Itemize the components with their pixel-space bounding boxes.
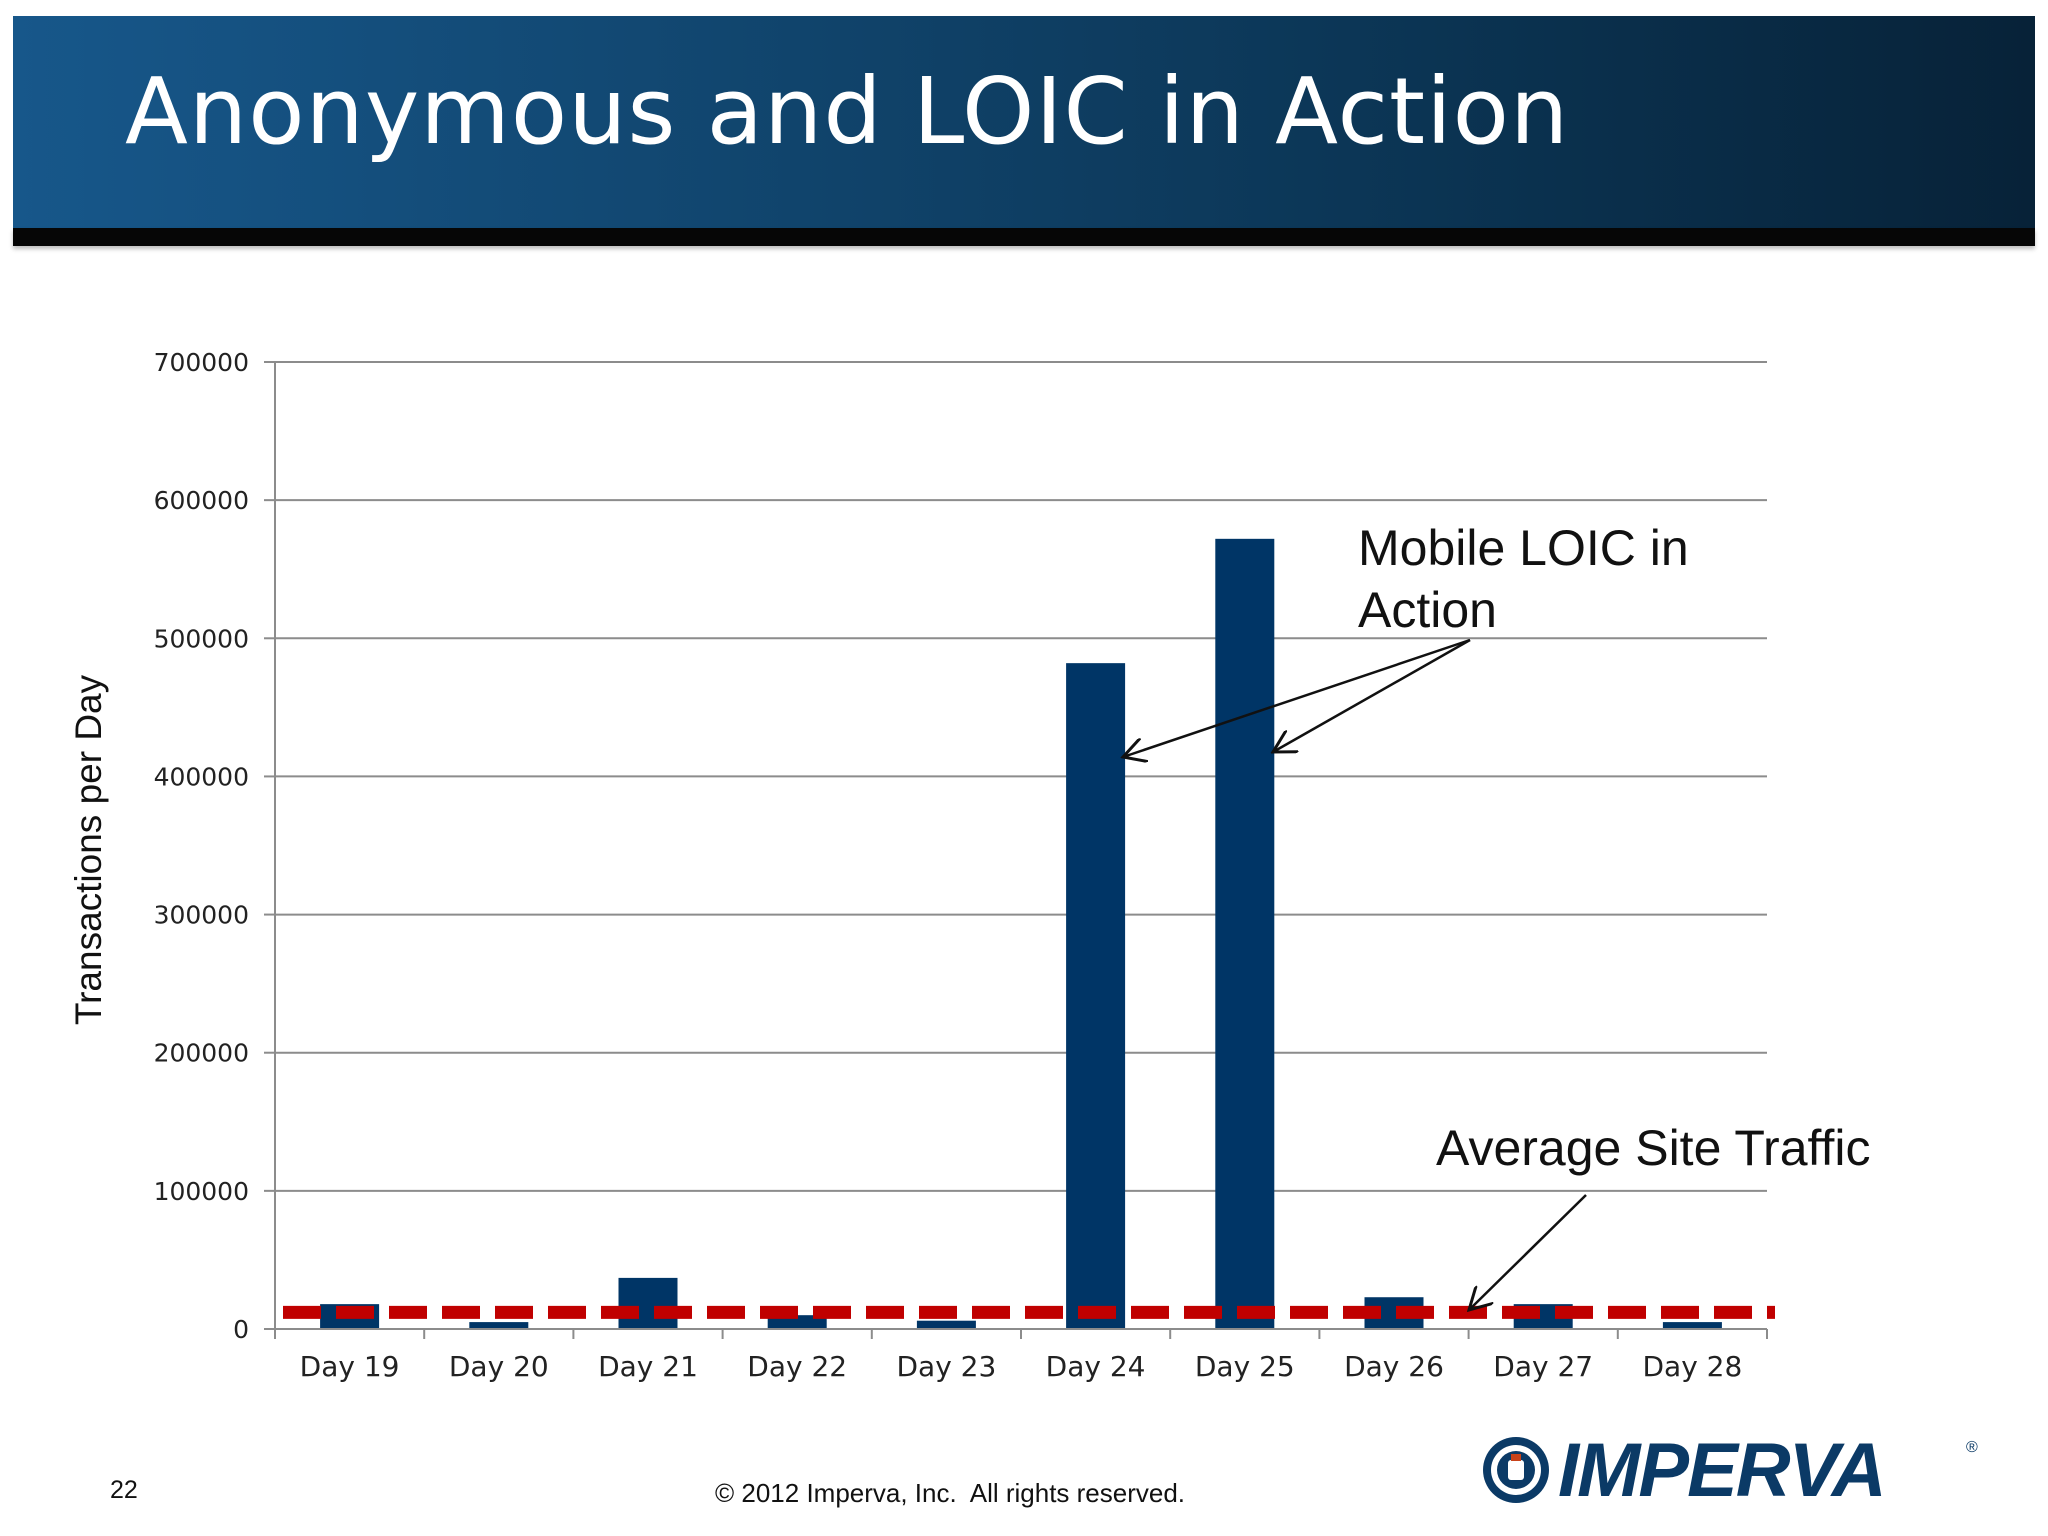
bar: [469, 1322, 529, 1329]
page-number: 22: [110, 1476, 138, 1504]
x-axis-ticks: Day 19 Day 20 Day 21 Day 22 Day 23 Day 24 Day …: [300, 1350, 1743, 1383]
y-axis-label: Transactions per Day: [68, 674, 109, 1025]
arrow-to-average-line: [1469, 1194, 1587, 1310]
y-tick-label: 100000: [154, 1177, 249, 1206]
y-tick-label: 500000: [154, 624, 249, 653]
bar: [618, 1277, 678, 1329]
imperva-logo: IMPERVA ®: [1483, 1430, 1978, 1510]
title-banner: [13, 16, 2035, 230]
y-tick-label: 700000: [154, 348, 249, 377]
chart-axes: [264, 361, 1768, 1339]
x-tick-label: Day 25: [1195, 1350, 1295, 1383]
bar: [1215, 538, 1275, 1329]
y-tick-label: 0: [233, 1315, 249, 1344]
x-tick-label: Day 27: [1493, 1350, 1593, 1383]
slide-title: Anonymous and LOIC in Action: [125, 58, 1570, 165]
bar: [1662, 1322, 1722, 1329]
chart-gridlines: [275, 361, 1767, 1192]
x-tick-label: Day 26: [1344, 1350, 1444, 1383]
registered-mark: ®: [1966, 1439, 1978, 1456]
x-tick-label: Day 28: [1642, 1350, 1742, 1383]
average-traffic-annotation-text: Average Site Traffic: [1436, 1120, 1871, 1176]
mobile-loic-annotation-line-2: Action: [1358, 582, 1497, 638]
copyright-notice: © 2012 Imperva, Inc. All rights reserved…: [715, 1478, 1186, 1508]
y-tick-label: 300000: [154, 901, 249, 930]
arrow-to-day-25: [1273, 638, 1471, 752]
imperva-logo-wordmark: IMPERVA: [1558, 1430, 1885, 1510]
bar: [916, 1320, 976, 1329]
y-tick-label: 600000: [154, 486, 249, 515]
x-tick-label: Day 21: [598, 1350, 698, 1383]
mobile-loic-annotation-line-1: Mobile LOIC in: [1358, 520, 1689, 576]
y-axis-ticks: 0 100000 200000 300000 400000 500000 600000 700…: [154, 348, 249, 1344]
bar: [1066, 663, 1126, 1329]
x-tick-label: Day 20: [449, 1350, 549, 1383]
arrow-to-day-24: [1123, 638, 1471, 757]
y-tick-label: 200000: [154, 1039, 249, 1068]
x-tick-label: Day 22: [747, 1350, 847, 1383]
chart-bars: [320, 538, 1722, 1329]
x-tick-label: Day 23: [896, 1350, 996, 1383]
x-tick-label: Day 19: [300, 1350, 400, 1383]
average-traffic-annotation: Average Site Traffic: [1436, 1120, 1871, 1310]
x-tick-label: Day 24: [1046, 1350, 1146, 1383]
imperva-logo-mark: [1483, 1437, 1549, 1503]
title-banner-underline: [13, 228, 2035, 246]
mobile-loic-annotation: Mobile LOIC in Action: [1123, 520, 1689, 757]
y-tick-label: 400000: [154, 762, 249, 791]
